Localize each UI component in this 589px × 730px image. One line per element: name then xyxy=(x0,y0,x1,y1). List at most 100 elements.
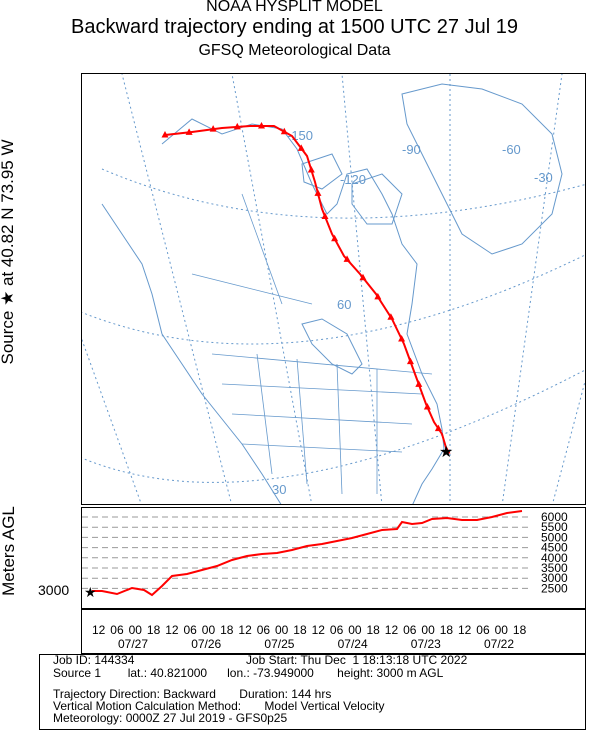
hour-label: 00 xyxy=(495,623,509,637)
trajectory-marker xyxy=(331,234,339,242)
longitude-line xyxy=(121,74,233,504)
profile-gridlines xyxy=(82,516,532,589)
trajectory-marker xyxy=(398,335,406,342)
title-line-1: NOAA HYSPLIT MODEL xyxy=(206,0,383,15)
hour-label: 06 xyxy=(110,623,124,637)
profile-y-tick-label: 5000 xyxy=(541,530,568,544)
hour-label: 00 xyxy=(275,623,289,637)
source-details: Source 1 lat.: 40.821000 lon.: -73.94900… xyxy=(53,666,444,680)
date-labels: 07/27 07/26 07/25 07/24 07/23 07/22 xyxy=(118,637,514,651)
hour-label: 06 xyxy=(330,623,344,637)
hour-label: 12 xyxy=(385,623,399,637)
coastlines xyxy=(101,83,563,504)
hour-label: 18 xyxy=(367,623,381,637)
date-label: 07/24 xyxy=(338,637,368,651)
profile-y-tick-label: 4500 xyxy=(541,541,568,555)
latitude-line xyxy=(82,369,585,483)
trajectory-marker xyxy=(423,403,431,410)
island-outline xyxy=(301,153,343,190)
hour-label: 00 xyxy=(421,623,435,637)
trajectory-marker xyxy=(443,447,451,454)
source-star-icon: ★ xyxy=(439,442,453,461)
profile-y-tick-label: 2500 xyxy=(541,581,568,595)
trajectory-marker xyxy=(233,122,241,130)
trajectory-marker xyxy=(307,166,315,173)
trajectory-marker xyxy=(185,128,193,135)
trajectory-marker xyxy=(434,424,442,432)
trajectory-map: -150 -120 -90 -60 -30 60 30 ★ xyxy=(81,73,586,505)
hour-label: 12 xyxy=(312,623,326,637)
hour-label: 12 xyxy=(165,623,179,637)
hudson-bay-outline xyxy=(301,318,363,375)
graticule xyxy=(82,74,585,504)
job-id: Job ID: 144334 xyxy=(53,653,135,667)
trajectory-marker xyxy=(161,131,169,138)
hour-label: 06 xyxy=(257,623,271,637)
grid-label: 30 xyxy=(272,482,286,497)
date-label: 07/25 xyxy=(264,637,294,651)
profile-axis-label: Meters AGL xyxy=(0,506,18,596)
trajectory-marker xyxy=(297,144,305,151)
title-line-3: GFSQ Meteorological Data xyxy=(198,42,391,59)
job-start: Job Start: Thu Dec 1 18:13:18 UTC 2022 xyxy=(246,653,468,667)
grid-label: -60 xyxy=(502,142,521,157)
source-location-label: Source ★ at 40.82 N 73.95 W xyxy=(0,139,17,365)
date-label: 07/23 xyxy=(411,637,441,651)
trajectory-marker xyxy=(415,380,423,387)
hour-label: 18 xyxy=(513,623,527,637)
grid-label: 60 xyxy=(337,297,351,312)
longitude-line xyxy=(341,74,383,504)
grid-labels: -150 -120 -90 -60 -30 60 30 xyxy=(272,128,553,497)
latitude-line xyxy=(82,254,585,345)
profile-y-tick-label: 4000 xyxy=(541,551,568,565)
grid-label: -90 xyxy=(402,142,421,157)
hour-label: 00 xyxy=(348,623,362,637)
hour-label: 06 xyxy=(184,623,198,637)
trajectory-marker xyxy=(387,313,395,320)
baffin-outline xyxy=(351,173,403,225)
longitude-line xyxy=(82,338,142,504)
trajectory-direction: Trajectory Direction: Backward Duration:… xyxy=(53,687,332,701)
profile-y-tick-label: 3500 xyxy=(541,561,568,575)
date-label: 07/22 xyxy=(484,637,514,651)
profile-y-tick-label: 6000 xyxy=(541,510,568,524)
state-borders xyxy=(191,193,433,495)
trajectory-marker xyxy=(314,189,322,196)
meteorology: Meteorology: 0000Z 27 Jul 2019 - GFS0p25 xyxy=(53,711,288,725)
profile-y-tick-label: 3000 xyxy=(541,571,568,585)
hour-label: 18 xyxy=(220,623,234,637)
grid-label: -30 xyxy=(534,170,553,185)
source-star-icon: ★ xyxy=(84,585,97,601)
grid-label: -120 xyxy=(340,172,366,187)
trajectory-marker xyxy=(258,122,266,129)
trajectory-markers xyxy=(161,122,451,454)
trajectory-marker xyxy=(343,255,351,262)
vertical-motion: Vertical Motion Calculation Method: Mode… xyxy=(53,699,385,713)
longitude-line xyxy=(231,74,313,504)
hour-label: 12 xyxy=(458,623,472,637)
hour-label: 00 xyxy=(202,623,216,637)
profile-y-tick-label: 5500 xyxy=(541,520,568,534)
hour-label: 00 xyxy=(129,623,143,637)
profile-trajectory xyxy=(92,510,523,597)
trajectory-marker xyxy=(359,273,367,281)
hour-label: 12 xyxy=(238,623,252,637)
title-line-2: Backward trajectory ending at 1500 UTC 2… xyxy=(71,16,518,38)
trajectory-line xyxy=(164,125,448,452)
hour-label: 18 xyxy=(293,623,307,637)
trajectory-marker xyxy=(374,292,382,300)
trajectory-marker xyxy=(280,127,288,135)
trajectory-marker xyxy=(209,125,217,132)
trajectory-marker xyxy=(321,212,329,219)
hour-label: 12 xyxy=(92,623,106,637)
greenland-outline xyxy=(401,83,563,255)
time-axis: 12 06 00 18 12 06 00 18 12 06 00 18 12 06 00 18 12 06 00 18… xyxy=(81,609,586,654)
date-label: 07/26 xyxy=(191,637,221,651)
hour-labels: 12 06 00 18 12 06 00 18 12 06 00 18 12 06 00 18 12 06 00 18… xyxy=(92,623,527,637)
start-height-label: 3000 xyxy=(38,582,70,598)
longitude-line xyxy=(552,379,585,504)
coastline-west xyxy=(101,203,282,504)
hour-label: 18 xyxy=(147,623,161,637)
